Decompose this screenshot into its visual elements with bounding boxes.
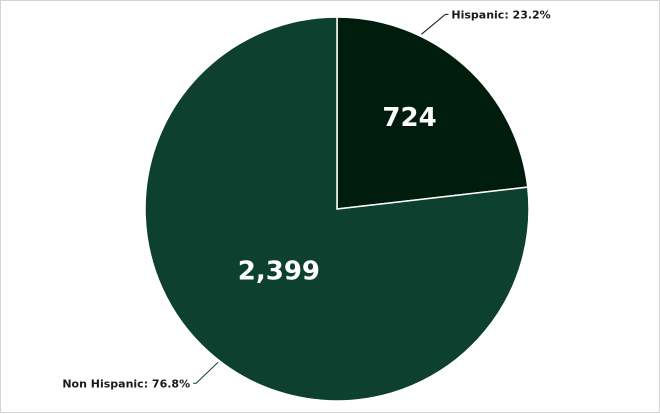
slice-category-label: Hispanic: 23.2% bbox=[451, 8, 550, 21]
slice-value-label: 2,399 bbox=[238, 256, 320, 286]
slice-leader-line bbox=[193, 361, 219, 384]
slice-category-label: Non Hispanic: 76.8% bbox=[62, 377, 190, 390]
slice-leader-line bbox=[421, 13, 449, 35]
slice-value-label: 724 bbox=[382, 103, 436, 133]
pie-slice-hispanic bbox=[336, 16, 529, 210]
pie-slice-non-hispanic bbox=[144, 16, 530, 402]
